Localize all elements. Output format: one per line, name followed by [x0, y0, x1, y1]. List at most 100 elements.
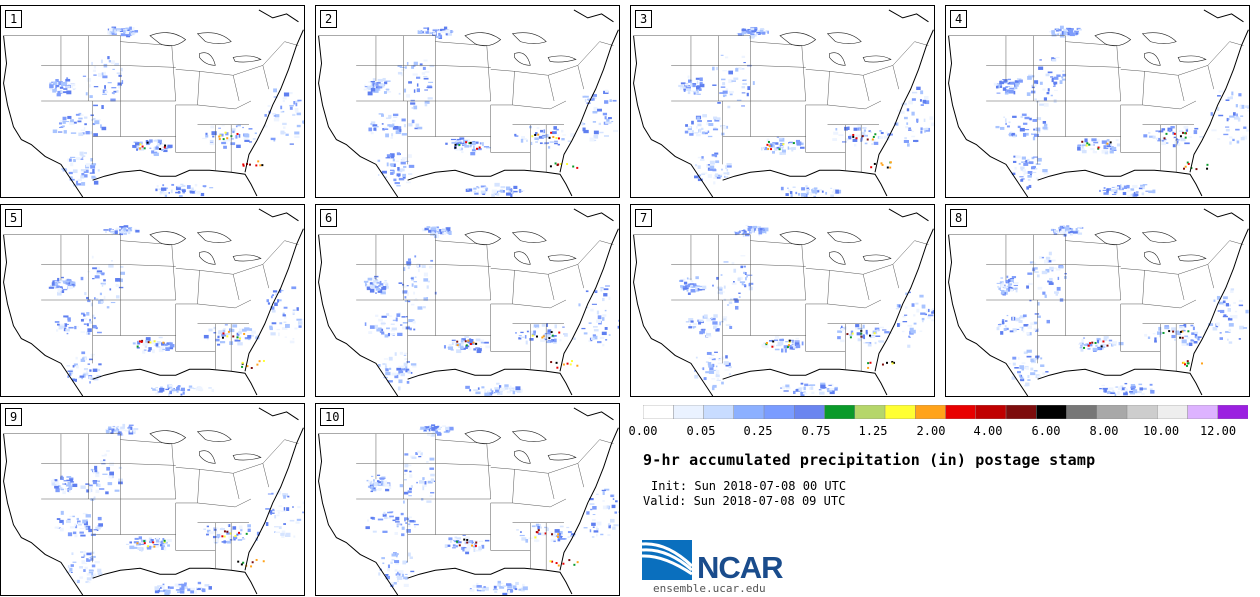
precip-cell [781, 149, 786, 153]
precip-cell [736, 67, 742, 70]
precip-cell [723, 94, 726, 98]
precip-cell [217, 343, 221, 346]
precip-cell [52, 285, 57, 288]
precip-cell [745, 224, 749, 226]
precip-cell [1043, 259, 1048, 264]
precip-cell [1003, 285, 1007, 289]
heavy-precip-cell [476, 147, 478, 150]
precip-cell [1134, 193, 1139, 197]
precip-cell [138, 536, 143, 540]
precip-cell [129, 545, 135, 550]
precip-cell [883, 135, 888, 139]
precip-cell [841, 328, 844, 331]
precip-cell [1101, 140, 1107, 144]
precip-cell [1111, 146, 1117, 150]
precip-cell [611, 120, 614, 123]
precip-cell [135, 229, 140, 233]
precip-cell [215, 338, 220, 342]
precip-cell [270, 137, 276, 141]
precip-cell [144, 345, 148, 348]
precip-cell [238, 133, 241, 138]
precip-cell [781, 348, 784, 353]
precip-cell [908, 127, 912, 130]
precip-cell [699, 83, 705, 88]
precip-cell [1155, 130, 1159, 132]
precip-cell [1112, 343, 1117, 346]
precip-cell [111, 60, 115, 65]
precip-cell [408, 164, 415, 168]
precip-cell [564, 333, 568, 337]
precip-cell [1182, 326, 1185, 331]
precip-cell [415, 123, 420, 128]
heavy-precip-cell [467, 339, 470, 342]
precip-cell [1234, 310, 1238, 313]
precip-cell [1062, 73, 1067, 77]
precip-cell [408, 495, 412, 497]
precip-cell [256, 334, 259, 338]
heavy-precip-cell [454, 143, 457, 146]
precip-cell [69, 481, 72, 486]
heavy-precip-cell [255, 164, 258, 167]
precip-cell [80, 276, 84, 281]
precip-cell [550, 538, 556, 542]
precip-cell [428, 428, 431, 432]
precip-cell [1130, 386, 1136, 389]
precip-cell [243, 136, 249, 140]
precip-cell [712, 363, 715, 368]
precip-cell [1057, 230, 1060, 235]
precip-cell [60, 488, 65, 491]
precip-cell [593, 329, 599, 332]
precip-cell [134, 142, 140, 146]
precip-cell [377, 290, 382, 293]
precip-cell [109, 471, 115, 476]
heavy-precip-cell [1183, 167, 1185, 170]
precip-cell [921, 304, 926, 309]
precip-cell [711, 317, 713, 319]
precip-cell [741, 282, 744, 286]
precip-cell [493, 191, 496, 195]
precip-cell [111, 233, 114, 236]
precip-cell [525, 340, 528, 345]
precip-cell [810, 192, 812, 196]
precip-cell [1040, 364, 1045, 368]
heavy-precip-cell [792, 142, 795, 145]
precip-cell [70, 368, 74, 371]
heavy-precip-cell [143, 540, 146, 543]
precip-cell [92, 122, 96, 126]
precip-cell [1181, 329, 1186, 332]
precip-cell [1104, 150, 1109, 155]
precip-cell [95, 526, 101, 530]
precip-cell [688, 326, 693, 329]
precip-cell [1031, 133, 1037, 136]
precip-cell [567, 140, 572, 143]
precip-cell [392, 158, 395, 162]
precip-cell [367, 277, 373, 281]
precip-cell [66, 332, 69, 335]
precip-cell [1051, 78, 1054, 83]
precip-cell [159, 192, 162, 196]
precip-cell [816, 188, 822, 191]
precip-cell [1099, 387, 1102, 390]
precip-cell [519, 534, 525, 537]
precip-cell [375, 292, 377, 294]
precip-cell [908, 291, 911, 294]
precip-cell [707, 135, 713, 138]
precip-cell [1227, 338, 1229, 341]
precip-cell [89, 172, 95, 174]
heavy-precip-cell [846, 333, 849, 336]
precip-cell [700, 329, 703, 331]
precip-cell [1009, 87, 1015, 90]
precip-cell [381, 476, 386, 478]
precip-cell [849, 334, 853, 336]
precip-cell [410, 102, 416, 105]
precip-cell [1127, 195, 1132, 197]
precip-cell [726, 163, 732, 166]
precip-cell [1225, 99, 1230, 102]
precip-cell [385, 133, 390, 138]
precip-cell [389, 315, 393, 317]
precip-cell [830, 383, 834, 387]
precip-cell [408, 319, 413, 323]
precip-cell [181, 583, 187, 588]
precip-cell [289, 340, 295, 344]
precip-cell [701, 173, 706, 175]
